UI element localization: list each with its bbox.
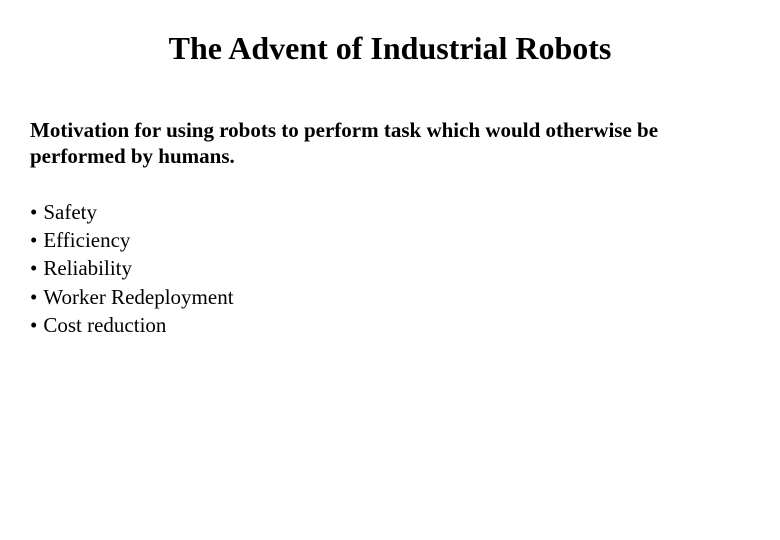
bullet-list: • Safety • Efficiency • Reliability • Wo… [30,198,750,340]
bullet-text: Efficiency [43,226,130,254]
bullet-text: Worker Redeployment [43,283,233,311]
bullet-icon: • [30,311,37,339]
bullet-icon: • [30,254,37,282]
list-item: • Worker Redeployment [30,283,750,311]
list-item: • Efficiency [30,226,750,254]
slide-subtitle: Motivation for using robots to perform t… [30,117,750,170]
slide-title: The Advent of Industrial Robots [90,30,690,67]
bullet-text: Cost reduction [43,311,166,339]
bullet-icon: • [30,283,37,311]
bullet-text: Safety [43,198,97,226]
list-item: • Safety [30,198,750,226]
bullet-icon: • [30,226,37,254]
bullet-icon: • [30,198,37,226]
bullet-text: Reliability [43,254,132,282]
list-item: • Reliability [30,254,750,282]
list-item: • Cost reduction [30,311,750,339]
